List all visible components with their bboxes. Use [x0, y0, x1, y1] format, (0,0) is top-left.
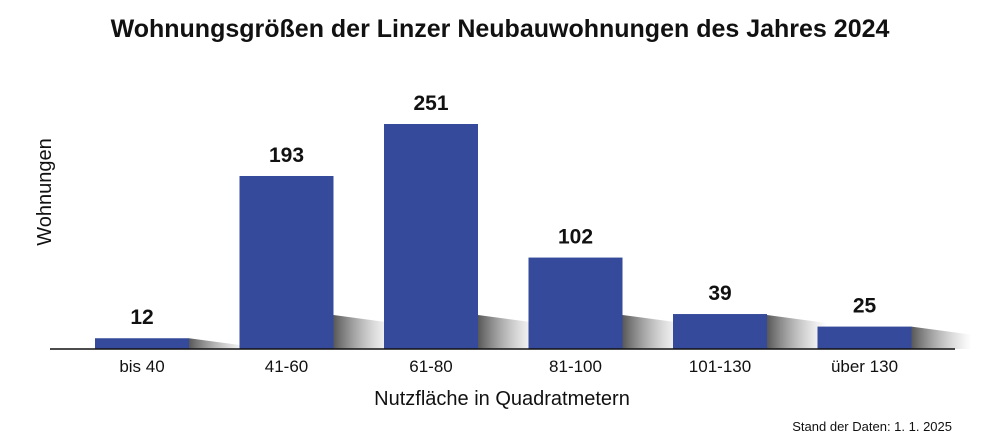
value-label: 12 [130, 306, 153, 329]
bar-81-100 [528, 257, 623, 349]
value-labels: 12 193 251 102 39 25 [130, 92, 876, 329]
bar-shadow [911, 326, 972, 349]
x-tick-label: über 130 [831, 357, 898, 376]
bar-shadow [189, 338, 249, 349]
chart-title: Wohnungsgrößen der Linzer Neubauwohnunge… [111, 15, 890, 43]
x-tick-label: 61-80 [409, 357, 452, 376]
bar-shadow [478, 315, 538, 349]
y-axis-label: Wohnungen [34, 138, 56, 246]
x-tick-label: 81-100 [549, 357, 602, 376]
x-tick-label: bis 40 [119, 357, 164, 376]
bar-shadows [189, 315, 972, 349]
bar-über-130 [817, 326, 912, 349]
bar-shadow [767, 315, 827, 349]
bar-shadow [333, 315, 394, 349]
x-tick-label: 101-130 [689, 357, 751, 376]
bar-61-80 [384, 124, 478, 349]
value-label: 251 [413, 92, 448, 115]
value-label: 39 [708, 282, 731, 305]
x-tick-labels: bis 40 41-60 61-80 81-100 101-130 über 130 [119, 357, 898, 376]
x-tick-label: 41-60 [265, 357, 308, 376]
bar-shadow [622, 315, 683, 349]
bar-101-130 [673, 314, 767, 349]
x-axis-label: Nutzfläche in Quadratmetern [374, 388, 630, 410]
value-label: 25 [853, 295, 877, 318]
value-label: 102 [558, 226, 593, 249]
bar-bis-40 [95, 338, 189, 349]
bar-41-60 [239, 175, 334, 349]
value-label: 193 [269, 144, 304, 167]
source-note: Stand der Daten: 1. 1. 2025 [792, 419, 952, 434]
bars [95, 124, 912, 349]
